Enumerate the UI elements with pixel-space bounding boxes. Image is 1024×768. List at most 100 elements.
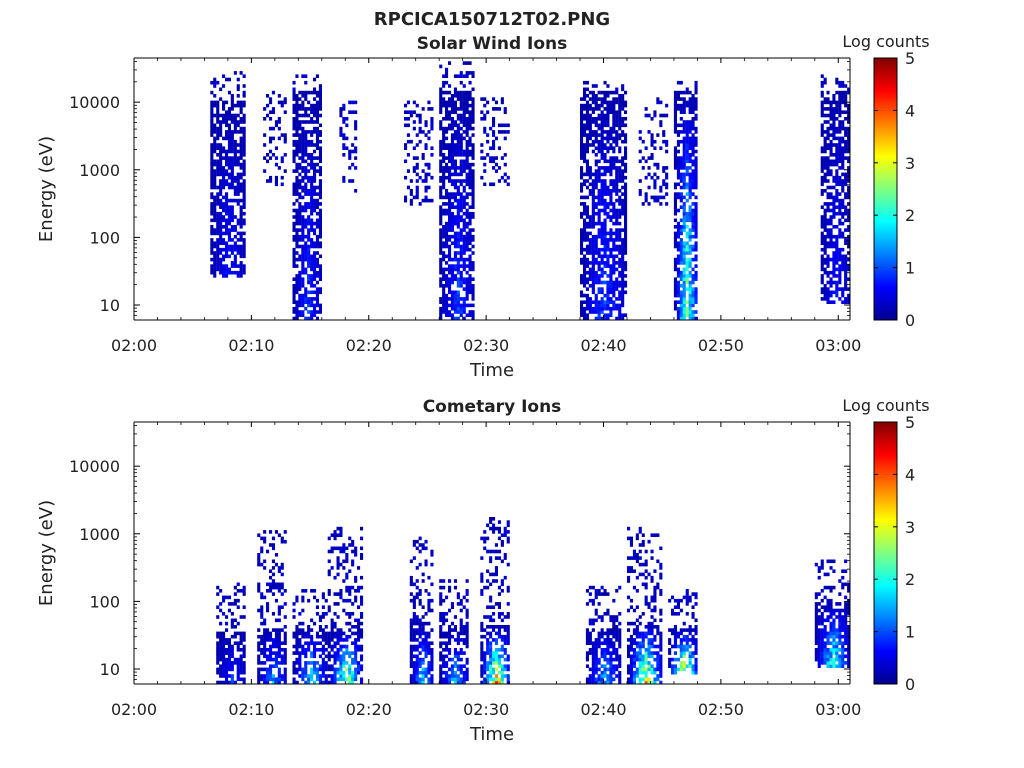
- heatmap-cell: [603, 159, 607, 164]
- heatmap-cell: [489, 618, 493, 623]
- heatmap-cell: [295, 644, 299, 649]
- heatmap-cell: [594, 175, 598, 180]
- heatmap-cell: [624, 90, 628, 95]
- heatmap-cell: [606, 254, 610, 259]
- heatmap-cell: [424, 641, 428, 645]
- heatmap-cell: [292, 297, 296, 301]
- heatmap-cell: [621, 87, 625, 92]
- heatmap-cell: [236, 123, 240, 128]
- heatmap-cell: [318, 166, 322, 170]
- heatmap-cell: [439, 238, 443, 242]
- heatmap-cell: [242, 120, 246, 124]
- heatmap-cell: [351, 543, 355, 547]
- heatmap-cell: [263, 559, 267, 564]
- heatmap-cell: [242, 661, 246, 665]
- heatmap-cell: [406, 100, 410, 105]
- heatmap-cell: [292, 644, 296, 649]
- heatmap-cell: [439, 280, 443, 285]
- heatmap-cell: [450, 97, 454, 101]
- heatmap-cell: [453, 277, 457, 281]
- heatmap-cell: [233, 228, 237, 232]
- heatmap-cell: [421, 667, 425, 672]
- heatmap-cell: [348, 615, 352, 619]
- heatmap-cell: [471, 113, 475, 118]
- heatmap-cell: [298, 644, 302, 649]
- heatmap-cell: [301, 107, 305, 111]
- heatmap-cell: [274, 651, 278, 655]
- heatmap-cell: [606, 287, 610, 291]
- heatmap-cell: [612, 257, 616, 262]
- heatmap-cell: [298, 621, 302, 626]
- heatmap-cell: [336, 648, 340, 652]
- heatmap-cell: [594, 117, 598, 121]
- heatmap-cell: [638, 179, 642, 183]
- heatmap-cell: [591, 94, 595, 98]
- heatmap-cell: [327, 572, 331, 577]
- heatmap-cell: [222, 598, 226, 603]
- heatmap-cell: [295, 234, 299, 239]
- heatmap-cell: [315, 280, 319, 285]
- heatmap-cell: [295, 175, 299, 180]
- heatmap-cell: [826, 192, 830, 196]
- heatmap-cell: [492, 654, 496, 659]
- heatmap-cell: [298, 638, 302, 642]
- heatmap-cell: [591, 215, 595, 219]
- heatmap-cell: [468, 172, 472, 177]
- heatmap-cell: [682, 120, 686, 124]
- heatmap-cell: [360, 595, 364, 600]
- heatmap-cell: [823, 189, 827, 193]
- heatmap-cell: [650, 195, 654, 200]
- heatmap-cell: [310, 166, 314, 170]
- heatmap-cell: [216, 605, 220, 609]
- heatmap-cell: [310, 162, 314, 167]
- heatmap-cell: [624, 139, 628, 144]
- heatmap-cell: [219, 211, 223, 216]
- heatmap-cell: [820, 179, 824, 183]
- heatmap-cell: [468, 274, 472, 278]
- heatmap-cell: [621, 303, 625, 308]
- heatmap-cell: [621, 185, 625, 190]
- heatmap-cell: [301, 175, 305, 180]
- heatmap-cell: [621, 117, 625, 121]
- heatmap-cell: [673, 277, 677, 281]
- heatmap-cell: [615, 244, 619, 249]
- heatmap-cell: [409, 559, 413, 564]
- heatmap-cell: [585, 149, 589, 154]
- heatmap-cell: [225, 615, 229, 619]
- heatmap-cell: [624, 117, 628, 121]
- heatmap-cell: [685, 264, 689, 268]
- heatmap-cell: [236, 156, 240, 160]
- heatmap-cell: [445, 162, 449, 167]
- heatmap-cell: [448, 90, 452, 95]
- heatmap-cell: [682, 257, 686, 262]
- heatmap-cell: [357, 634, 361, 639]
- heatmap-cell: [624, 244, 628, 249]
- heatmap-cell: [295, 146, 299, 150]
- heatmap-cell: [216, 670, 220, 675]
- heatmap-cell: [838, 182, 842, 187]
- heatmap-cell: [459, 228, 463, 232]
- heatmap-cell: [603, 185, 607, 190]
- heatmap-cell: [216, 192, 220, 196]
- heatmap-cell: [835, 287, 839, 291]
- heatmap-cell: [694, 103, 698, 108]
- heatmap-cell: [465, 94, 469, 98]
- heatmap-cell: [612, 103, 616, 108]
- heatmap-cell: [351, 612, 355, 616]
- heatmap-cell: [448, 143, 452, 147]
- heatmap-cell: [301, 166, 305, 170]
- heatmap-cell: [653, 162, 657, 167]
- heatmap-cell: [421, 631, 425, 636]
- heatmap-cell: [489, 605, 493, 609]
- heatmap-cell: [609, 179, 613, 183]
- heatmap-cell: [445, 90, 449, 95]
- heatmap-cell: [820, 146, 824, 150]
- heatmap-cell: [823, 172, 827, 177]
- heatmap-cell: [823, 97, 827, 101]
- heatmap-cell: [216, 225, 220, 229]
- heatmap-cell: [609, 218, 613, 223]
- heatmap-cell: [442, 585, 446, 590]
- heatmap-cell: [621, 274, 625, 278]
- heatmap-cell: [465, 225, 469, 229]
- heatmap-cell: [307, 221, 311, 226]
